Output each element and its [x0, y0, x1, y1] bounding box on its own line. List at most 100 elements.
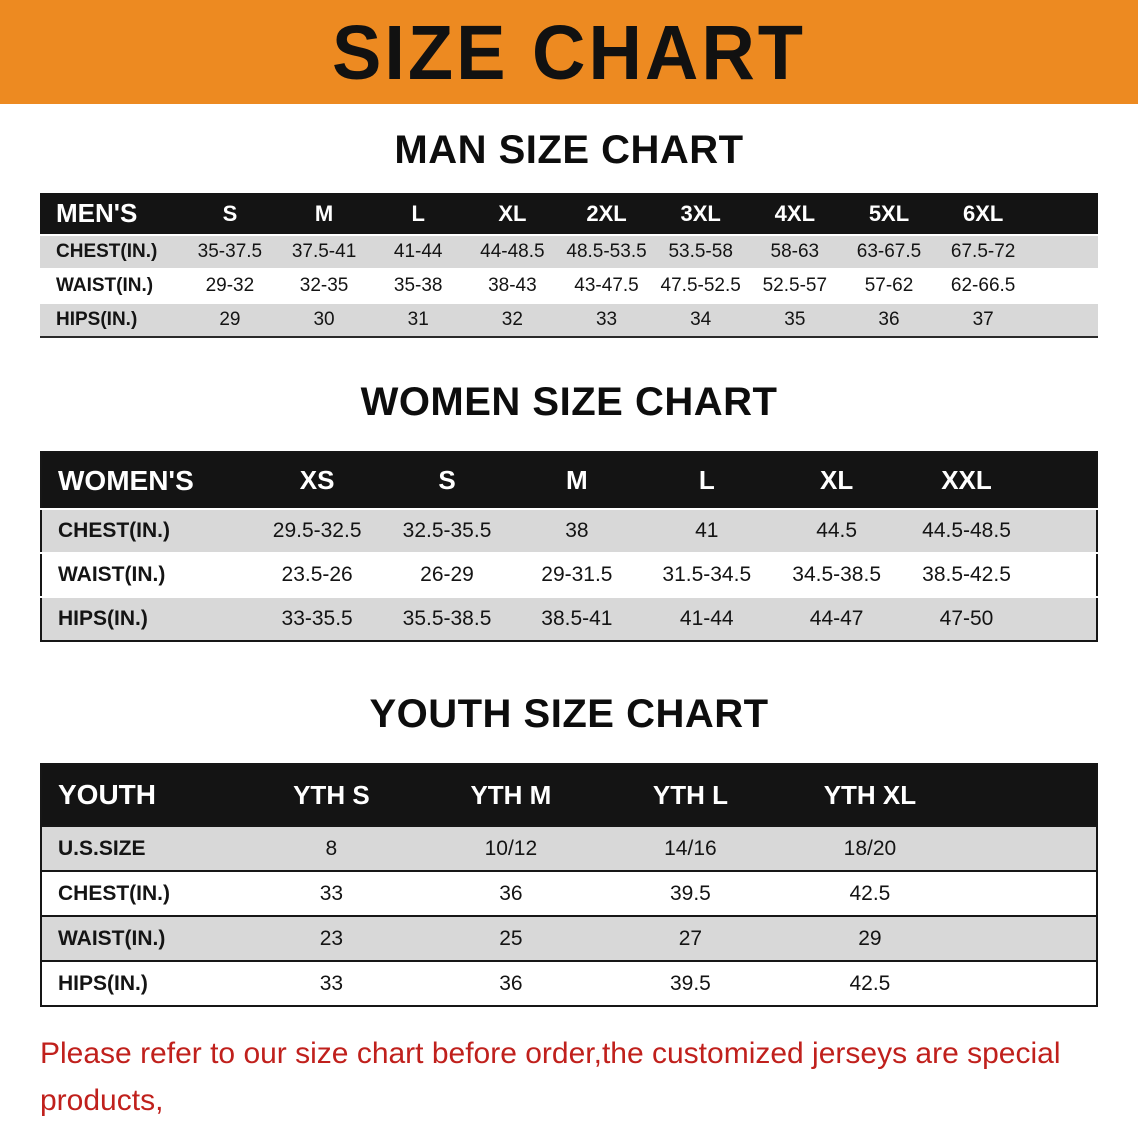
size-value: 34 [690, 309, 712, 330]
men-table-corner-label: MEN'S [40, 193, 183, 235]
size-value: 44.5-48.5 [922, 519, 1011, 542]
size-value: 8 [325, 836, 338, 860]
size-value: 43-47.5 [574, 275, 639, 296]
size-value: 27 [678, 926, 703, 950]
size-value: 29 [219, 309, 241, 330]
size-value: 38.5-42.5 [922, 563, 1011, 586]
size-value: 30 [313, 309, 335, 330]
size-value: 35.5-38.5 [402, 607, 492, 630]
size-column-header: XS [252, 452, 383, 509]
women-table-wrap: WOMEN'S XS S M L XL XXL CHEST(IN.) 29.5-… [0, 451, 1138, 642]
women-table-header-row: WOMEN'S XS S M L XL XXL [41, 452, 1097, 509]
size-value: 33 [319, 881, 344, 905]
table-row: WAIST(IN.) 23.5-26 26-29 29-31.5 31.5-34… [41, 553, 1097, 597]
size-value: 31.5-34.5 [662, 563, 752, 586]
size-value: 36 [878, 309, 900, 330]
size-value: 62-66.5 [950, 275, 1016, 296]
spacer-cell [960, 916, 1097, 961]
table-row: HIPS(IN.) 33-35.5 35.5-38.5 38.5-41 41-4… [41, 597, 1097, 641]
size-column-header: YTH M [421, 764, 601, 826]
size-value: 48.5-53.5 [566, 241, 647, 262]
size-value: 29-31.5 [541, 563, 613, 586]
size-value: 35 [784, 309, 806, 330]
size-column-header: S [382, 452, 512, 509]
youth-size-table: YOUTH YTH S YTH M YTH L YTH XL U.S.SIZE … [40, 763, 1098, 1007]
spacer-cell [960, 961, 1097, 1006]
youth-table-corner-label: YOUTH [41, 764, 242, 826]
row-label: WAIST(IN.) [58, 563, 166, 586]
size-value: 42.5 [849, 971, 891, 995]
header-spacer [1030, 193, 1098, 235]
size-column-header: 6XL [936, 193, 1031, 235]
size-value: 63-67.5 [856, 241, 922, 262]
row-label: CHEST(IN.) [56, 241, 158, 262]
row-label: WAIST(IN.) [56, 275, 154, 296]
spacer-cell [960, 826, 1097, 871]
size-value: 32-35 [299, 275, 349, 296]
size-value: 29.5-32.5 [272, 519, 362, 542]
men-size-table: MEN'S S M L XL 2XL 3XL 4XL 5XL 6XL CHEST… [40, 193, 1098, 338]
size-value: 58-63 [770, 241, 820, 262]
size-value: 29-32 [205, 275, 255, 296]
size-value: 36 [499, 881, 523, 905]
size-value: 34.5-38.5 [792, 563, 882, 586]
size-column-header: S [182, 193, 277, 235]
row-label: WAIST(IN.) [58, 926, 166, 950]
disclaimer-text: Please refer to our size chart before or… [0, 1007, 1138, 1132]
table-row: HIPS(IN.) 33 36 39.5 42.5 [41, 961, 1097, 1006]
row-label: HIPS(IN.) [58, 607, 148, 630]
size-value: 14/16 [664, 836, 717, 860]
man-size-chart-heading: MAN SIZE CHART [394, 128, 744, 172]
youth-size-chart-heading: YOUTH SIZE CHART [369, 692, 769, 736]
size-column-header: 4XL [747, 193, 842, 235]
spacer-cell [1031, 553, 1097, 597]
size-value: 57-62 [864, 275, 914, 296]
table-row: CHEST(IN.) 33 36 39.5 42.5 [41, 871, 1097, 916]
size-column-header: YTH XL [780, 764, 960, 826]
size-chart-title: SIZE CHART [332, 8, 806, 96]
size-value: 23.5-26 [281, 563, 353, 586]
spacer-cell [1031, 509, 1097, 553]
size-value: 47-50 [939, 607, 994, 630]
size-value: 31 [407, 309, 429, 330]
size-value: 35-37.5 [197, 241, 263, 262]
size-value: 37.5-41 [291, 241, 357, 262]
row-label: HIPS(IN.) [56, 309, 138, 330]
size-value: 35-38 [393, 275, 443, 296]
size-column-header: L [371, 193, 466, 235]
size-value: 25 [499, 926, 523, 950]
size-column-header: L [641, 452, 772, 509]
men-table-wrap: MEN'S S M L XL 2XL 3XL 4XL 5XL 6XL CHEST… [0, 193, 1138, 338]
size-value: 44-48.5 [480, 241, 545, 262]
size-value: 67.5-72 [950, 241, 1016, 262]
size-column-header: M [276, 193, 372, 235]
size-value: 39.5 [669, 971, 711, 995]
size-column-header: XL [771, 452, 902, 509]
youth-table-header-row: YOUTH YTH S YTH M YTH L YTH XL [41, 764, 1097, 826]
size-value: 36 [499, 971, 523, 995]
size-value: 53.5-58 [668, 241, 733, 262]
size-value: 37 [972, 309, 994, 330]
size-chart-banner: SIZE CHART [0, 0, 1138, 104]
spacer-cell [1030, 235, 1098, 269]
women-size-chart-heading: WOMEN SIZE CHART [360, 380, 778, 424]
table-row: WAIST(IN.) 23 25 27 29 [41, 916, 1097, 961]
table-row: U.S.SIZE 8 10/12 14/16 18/20 [41, 826, 1097, 871]
size-value: 38.5-41 [541, 607, 613, 630]
size-value: 44-47 [809, 607, 864, 630]
row-label: U.S.SIZE [58, 836, 146, 860]
size-column-header: 3XL [653, 193, 748, 235]
table-row: CHEST(IN.) 35-37.5 37.5-41 41-44 44-48.5… [40, 235, 1098, 269]
disclaimer-line-1: Please refer to our size chart before or… [40, 1037, 1061, 1117]
table-row: HIPS(IN.) 29 30 31 32 33 34 35 36 37 [40, 303, 1098, 337]
size-column-header: XXL [901, 452, 1032, 509]
row-label: CHEST(IN.) [58, 881, 170, 905]
women-size-table: WOMEN'S XS S M L XL XXL CHEST(IN.) 29.5-… [40, 451, 1098, 642]
size-column-header: 2XL [559, 193, 654, 235]
size-column-header: YTH L [600, 764, 781, 826]
spacer-cell [1030, 303, 1098, 337]
youth-table-wrap: YOUTH YTH S YTH M YTH L YTH XL U.S.SIZE … [0, 763, 1138, 1007]
size-value: 32.5-35.5 [402, 519, 492, 542]
size-value: 32 [501, 309, 523, 330]
size-value: 10/12 [484, 836, 538, 860]
